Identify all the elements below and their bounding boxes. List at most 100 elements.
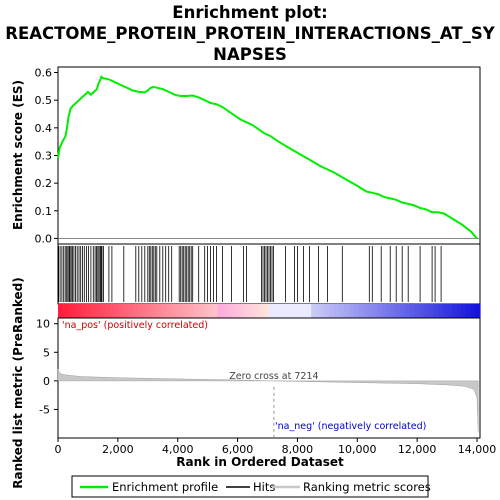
metric-y-tick-label-1: 0 [43,375,50,388]
heat-cell-54 [311,304,317,318]
heat-cell-10 [104,304,111,318]
positive-correlation-label: 'na_pos' (positively correlated) [62,320,208,331]
x-tick-label-1: 2,000 [102,443,134,456]
heat-cell-74 [404,304,411,318]
heat-cell-8 [95,304,101,318]
heat-cell-72 [395,304,401,318]
heat-cell-49 [287,304,294,318]
heat-cell-13 [118,304,125,318]
enrichment-profile-line [57,74,478,240]
heat-cell-27 [184,304,190,318]
es-y-tick-label-4: 0.4 [35,122,53,135]
heat-cell-58 [329,304,336,318]
heat-cell-36 [226,304,233,318]
heat-cell-53 [306,304,312,318]
heat-cell-73 [400,304,406,318]
rank-heat-bar [58,304,481,318]
heat-cell-69 [381,304,387,318]
heat-cell-42 [254,304,261,318]
hits-marks [58,246,442,302]
chart-title-line-1: Enrichment plot: [172,3,327,22]
heat-cell-67 [372,304,378,318]
heat-cell-87 [465,304,472,318]
heat-cell-48 [283,304,289,318]
heat-cell-7 [90,304,97,318]
heat-cell-40 [245,304,251,318]
heat-cell-34 [217,304,223,318]
heat-cell-61 [344,304,350,318]
heat-cell-52 [301,304,308,318]
heat-cell-28 [189,304,195,318]
metric-y-tick-label-0: -5 [39,403,50,416]
metric-y-label: Ranked list metric (PreRanked) [11,277,25,489]
heat-cell-79 [428,304,434,318]
heat-cell-85 [456,304,462,318]
heat-cell-68 [376,304,383,318]
es-y-tick-label-0: 0.0 [35,232,53,245]
heat-cell-71 [390,304,397,318]
heat-cell-75 [409,304,415,318]
heat-cell-18 [142,304,148,318]
zero-cross-label: Zero cross at 7214 [229,371,318,382]
x-tick-label-2: 4,000 [162,443,194,456]
heat-cell-24 [170,304,176,318]
x-tick-label-5: 10,000 [338,443,377,456]
heat-cell-16 [133,304,139,318]
heat-cell-9 [100,304,106,318]
legend-label-hits: Hits [253,480,275,494]
heat-cell-14 [123,304,129,318]
es-y-axis: 0.0 0.1 0.2 0.3 0.4 0.5 0.6 [35,67,58,245]
heat-cell-33 [212,304,219,318]
heat-cell-2 [67,304,73,318]
heat-cell-63 [353,304,359,318]
heat-cell-51 [297,304,303,318]
x-axis-label: Rank in Ordered Dataset [176,455,344,469]
heat-cell-41 [250,304,256,318]
heat-cell-1 [62,304,68,318]
x-tick-label-4: 8,000 [282,443,314,456]
legend-label-enrichment-profile: Enrichment profile [112,480,218,494]
heat-cell-59 [334,304,340,318]
heat-cell-83 [447,304,453,318]
heat-cell-29 [193,304,200,318]
heat-cell-76 [414,304,420,318]
heat-cell-86 [461,304,467,318]
es-panel-frame [57,66,481,245]
heat-cell-23 [165,304,172,318]
es-y-tick-label-6: 0.6 [35,67,53,80]
es-y-label: Enrichment score (ES) [11,80,25,230]
heat-cell-60 [339,304,345,318]
heat-cell-45 [269,304,275,318]
x-tick-label-6: 12,000 [398,443,437,456]
heat-cell-57 [325,304,331,318]
heat-cell-21 [156,304,162,318]
heat-cell-39 [240,304,247,318]
heat-cell-50 [292,304,298,318]
metric-y-tick-label-3: 10 [36,318,50,331]
heat-cell-17 [137,304,143,318]
es-y-tick-label-3: 0.3 [35,150,53,163]
heat-cell-31 [203,304,209,318]
heat-cell-56 [320,304,326,318]
x-tick-label-0: 0 [55,443,62,456]
heat-cell-5 [81,304,87,318]
heat-cell-3 [72,304,78,318]
heat-cell-26 [179,304,186,318]
heat-cell-55 [315,304,322,318]
heat-cell-37 [231,304,237,318]
es-y-tick-label-2: 0.2 [35,177,53,190]
heat-cell-89 [475,304,481,318]
heat-cell-64 [358,304,364,318]
heat-cell-82 [442,304,448,318]
x-axis: 0 2,000 4,000 6,000 8,000 10,000 12,000 14,000 [55,438,496,456]
heat-cell-30 [198,304,204,318]
heat-cell-88 [470,304,476,318]
metric-y-tick-label-2: 5 [43,346,50,359]
heat-cell-43 [259,304,265,318]
chart-title-line-2: REACTOME_PROTEIN_PROTEIN_INTERACTIONS_AT… [5,24,495,43]
metric-y-axis: -5 0 5 10 [36,318,58,416]
negative-correlation-label: 'na_neg' (negatively correlated) [275,421,426,432]
heat-cell-62 [348,304,354,318]
chart-title-line-3: NAPSES [213,45,287,64]
